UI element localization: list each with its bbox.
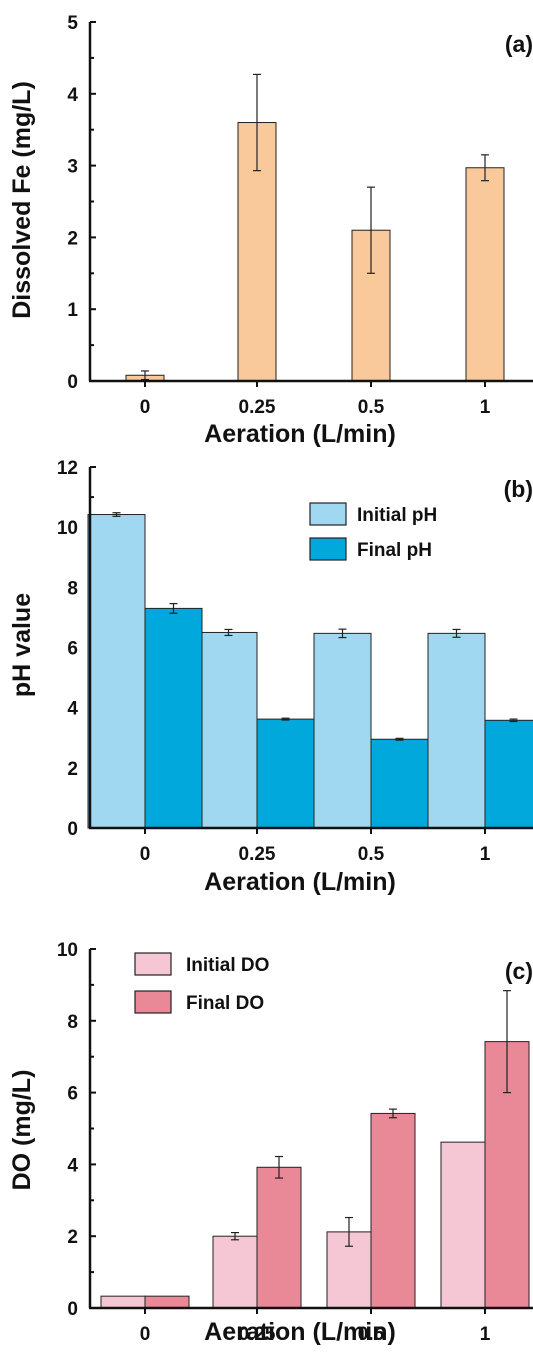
bar-final-ph-0 [144,607,203,829]
panel-label: (a) [505,31,533,57]
x-tick-label: 1 [480,1324,491,1345]
legend-label: Initial DO [186,955,269,976]
y-axis-title: pH value [8,593,36,697]
y-tick-label: 2 [67,1227,78,1248]
bar-initial-do-3 [440,1141,486,1309]
y-tick-label: 0 [67,819,78,840]
y-tick-label: 8 [67,1012,78,1033]
y-tick-label: 10 [57,518,78,539]
y-tick-label: 0 [67,1299,78,1320]
x-tick-label: 0.25 [239,397,276,418]
x-tick-label: 0 [140,844,151,865]
legend-label: Final pH [357,540,432,561]
x-tick-label: 0.5 [358,397,385,418]
bar-initial-ph-3 [427,632,486,829]
chart-panel-3: 0 2 4 6 8 10 0 0.25 0.5 1 Aeration (L/min) DO (mg/L… [8,940,533,1346]
bar-initial-ph-2 [313,632,372,829]
y-tick-label: 10 [57,940,78,961]
y-tick-label: 3 [67,157,78,178]
chart-panel-2: 0 2 4 6 8 10 12 0 0.25 0.5 1 Aeration (L/min) pH val… [8,458,533,896]
x-tick-label: 0 [140,397,151,418]
panel-label: (c) [505,958,533,984]
y-tick-label: 4 [67,1155,78,1176]
x-tick-label: 1 [480,397,491,418]
legend-label: Initial pH [357,505,437,526]
y-tick-label: 4 [67,699,78,720]
bar-initial-do-1 [212,1235,258,1309]
y-axis-title: Dissolved Fe (mg/L) [8,81,36,319]
y-tick-label: 1 [67,300,78,321]
bar-final-ph-3 [484,719,533,829]
chart-panel-1: 0 1 2 3 4 5 0 0.25 0.5 1 Aeration (L/min) Dissolved… [8,13,533,448]
x-axis-title: Aeration (L/min) [204,1318,396,1346]
x-tick-label: 0.5 [358,844,385,865]
y-tick-label: 8 [67,578,78,599]
bar-initial-ph-0 [87,514,146,829]
y-tick-label: 2 [67,228,78,249]
legend-swatch [309,502,347,526]
legend-swatch [134,990,172,1014]
x-tick-label: 0.25 [239,1324,276,1345]
bar-final-do-2 [370,1112,416,1309]
y-tick-label: 6 [67,639,78,660]
legend-swatch [309,537,347,561]
y-axis-title: DO (mg/L) [8,1070,36,1191]
bar-final-ph-1 [256,718,315,829]
panel-label: (b) [504,476,533,502]
x-tick-label: 0.5 [358,1324,385,1345]
x-tick-label: 0.25 [239,844,276,865]
bar-final-do-1 [256,1166,302,1309]
bar-initial-ph-1 [199,631,258,829]
x-tick-label: 0 [140,1324,151,1345]
legend-label: Final DO [186,993,264,1014]
y-tick-label: 0 [67,372,78,393]
bar-final-ph-2 [370,738,429,829]
y-tick-label: 4 [67,85,78,106]
y-tick-label: 2 [67,759,78,780]
bar-value-3 [465,167,505,382]
bar-initial-do-0 [100,1295,146,1309]
y-tick-label: 6 [67,1084,78,1105]
y-tick-label: 12 [57,458,78,479]
legend: Initial pH Final pH [309,502,437,561]
x-axis-title: Aeration (L/min) [204,868,396,896]
legend-swatch [134,952,172,976]
x-tick-label: 1 [480,844,491,865]
y-tick-label: 5 [67,13,78,34]
legend: Initial DO Final DO [134,952,269,1014]
bar-final-do-0 [144,1295,190,1309]
x-axis-title: Aeration (L/min) [204,420,396,448]
